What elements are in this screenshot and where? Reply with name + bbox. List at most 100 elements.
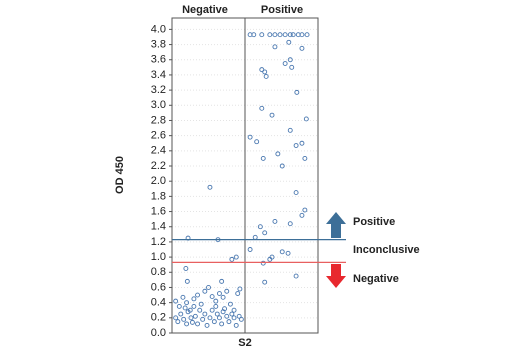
data-point bbox=[195, 292, 201, 298]
down-arrow bbox=[326, 264, 346, 288]
data-point bbox=[269, 112, 275, 118]
data-point bbox=[211, 319, 217, 325]
data-point bbox=[192, 313, 198, 319]
y-tick-label: 4.0 bbox=[151, 23, 166, 35]
data-point bbox=[209, 307, 215, 313]
data-point bbox=[272, 218, 278, 224]
data-point bbox=[260, 155, 266, 161]
y-tick-label: 0.8 bbox=[151, 266, 166, 278]
data-point bbox=[226, 319, 232, 325]
data-point bbox=[267, 32, 273, 38]
data-point bbox=[220, 309, 226, 315]
data-point bbox=[202, 311, 208, 317]
data-point bbox=[195, 321, 201, 327]
data-point bbox=[299, 45, 305, 51]
data-point bbox=[287, 57, 293, 63]
data-point bbox=[282, 61, 288, 66]
data-point bbox=[173, 315, 179, 321]
y-tick-label: 2.8 bbox=[151, 114, 166, 126]
y-tick-label: 2.0 bbox=[151, 175, 166, 187]
data-point bbox=[219, 321, 225, 327]
annotation: Positive bbox=[353, 216, 395, 228]
data-point bbox=[277, 32, 283, 38]
y-axis-label: OD 450 bbox=[114, 156, 126, 194]
data-point bbox=[214, 311, 220, 317]
data-point bbox=[293, 190, 299, 196]
data-point bbox=[184, 321, 190, 327]
y-tick-label: 1.0 bbox=[151, 251, 166, 263]
annotation: Inconclusive bbox=[353, 244, 420, 256]
data-point bbox=[259, 32, 265, 38]
data-point bbox=[282, 32, 288, 38]
data-point bbox=[299, 140, 305, 146]
data-point bbox=[229, 256, 235, 262]
data-point bbox=[259, 105, 265, 111]
data-point bbox=[294, 89, 300, 95]
data-point bbox=[279, 249, 285, 255]
y-tick-label: 1.2 bbox=[151, 236, 166, 248]
data-point bbox=[262, 279, 268, 285]
data-point bbox=[257, 224, 263, 230]
data-point bbox=[188, 315, 194, 321]
annotation: Negative bbox=[353, 273, 399, 285]
data-point bbox=[204, 322, 210, 328]
data-point bbox=[247, 247, 253, 252]
data-point bbox=[184, 300, 190, 306]
data-point bbox=[254, 139, 260, 145]
y-tick-label: 2.6 bbox=[151, 130, 166, 142]
y-tick-label: 1.6 bbox=[151, 205, 166, 217]
y-tick-label: 1.8 bbox=[151, 190, 166, 202]
data-point bbox=[231, 307, 237, 313]
data-point bbox=[207, 315, 213, 321]
data-point bbox=[299, 212, 305, 218]
y-tick-label: 0.4 bbox=[151, 297, 166, 309]
data-point bbox=[219, 278, 225, 284]
data-point bbox=[178, 311, 184, 317]
data-point bbox=[233, 254, 239, 260]
data-point bbox=[182, 305, 188, 311]
data-point bbox=[207, 184, 213, 190]
data-point bbox=[267, 256, 273, 262]
y-tick-label: 1.4 bbox=[151, 221, 166, 233]
x-axis-label: S2 bbox=[238, 337, 251, 349]
y-tick-label: 3.0 bbox=[151, 99, 166, 111]
data-point bbox=[206, 285, 211, 290]
data-point bbox=[191, 303, 197, 309]
data-point bbox=[302, 207, 308, 213]
up-arrow bbox=[326, 212, 346, 238]
y-tick-label: 3.6 bbox=[151, 54, 166, 66]
data-point bbox=[247, 134, 253, 140]
data-point bbox=[272, 32, 278, 38]
data-point bbox=[227, 301, 233, 307]
y-tick-label: 2.4 bbox=[151, 145, 166, 157]
data-point bbox=[290, 32, 296, 38]
data-point bbox=[260, 260, 266, 266]
data-point bbox=[293, 273, 299, 279]
data-point bbox=[251, 32, 257, 38]
data-point bbox=[180, 294, 186, 300]
data-point bbox=[200, 316, 206, 322]
data-point bbox=[235, 291, 241, 296]
y-tick-label: 3.4 bbox=[151, 69, 166, 81]
data-point bbox=[287, 32, 293, 38]
y-tick-label: 3.2 bbox=[151, 84, 166, 96]
data-point bbox=[202, 288, 208, 294]
data-point bbox=[299, 32, 305, 38]
data-point bbox=[252, 234, 258, 240]
data-point bbox=[224, 288, 230, 294]
data-point bbox=[229, 311, 235, 317]
data-point bbox=[259, 67, 265, 73]
data-point bbox=[181, 316, 187, 322]
data-point bbox=[213, 298, 219, 304]
data-point bbox=[197, 307, 203, 313]
data-point bbox=[231, 315, 237, 321]
data-point bbox=[213, 303, 219, 309]
data-point bbox=[263, 73, 269, 79]
data-point bbox=[293, 143, 299, 148]
data-point bbox=[233, 322, 239, 328]
data-point bbox=[279, 163, 285, 169]
data-point bbox=[287, 127, 293, 133]
data-point bbox=[175, 319, 181, 325]
data-point bbox=[224, 313, 230, 319]
data-point bbox=[216, 315, 222, 321]
